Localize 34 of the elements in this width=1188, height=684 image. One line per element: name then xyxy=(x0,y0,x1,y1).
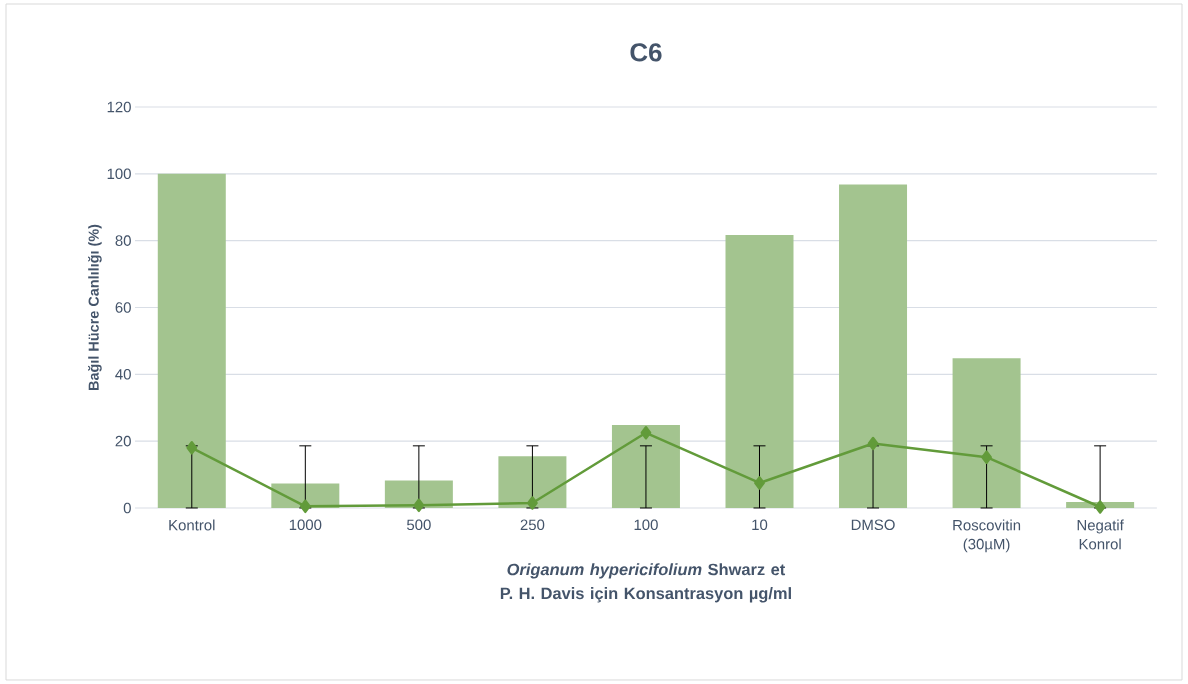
bar xyxy=(952,358,1021,508)
point xyxy=(754,476,765,490)
y-axis-title: Bağıl Hücre Canlılığı (%) xyxy=(88,224,102,390)
x-tick-label: Kontrol xyxy=(169,519,215,531)
y-tick-label: 120 xyxy=(107,101,131,113)
x-tick-label: 100 xyxy=(634,519,658,531)
point xyxy=(299,499,311,514)
x-tick-label: DMSO xyxy=(851,519,895,531)
x-tick-label: 250 xyxy=(520,519,545,531)
bar xyxy=(839,184,908,508)
y-tick-label: 80 xyxy=(115,235,131,246)
x-tick-label: Negatif Konrol xyxy=(1077,519,1124,550)
point xyxy=(640,426,652,440)
y-tick-label: 60 xyxy=(115,302,131,313)
y-tick-label: 100 xyxy=(107,168,131,180)
bar xyxy=(725,234,794,508)
bar xyxy=(157,173,226,508)
chart-title: C6 xyxy=(630,43,662,62)
x-tick-label: 1000 xyxy=(289,519,322,531)
y-tick-label: 20 xyxy=(115,435,131,447)
y-tick-label: 0 xyxy=(123,502,131,514)
point xyxy=(413,498,425,513)
point xyxy=(527,496,538,510)
y-tick-label: 40 xyxy=(115,369,131,380)
x-axis-title: Origanum hypericifolium Shwarz et P. H. Davis için Konsantrasyon µg/ml xyxy=(500,563,791,603)
point xyxy=(867,436,879,451)
bar xyxy=(498,456,567,508)
x-tick-label: Roscovitin (30µM) xyxy=(953,519,1021,553)
x-tick-label: 500 xyxy=(406,519,431,531)
bar xyxy=(611,425,680,508)
x-tick-label: 10 xyxy=(752,519,768,531)
point xyxy=(186,441,198,455)
point xyxy=(1094,500,1106,514)
point xyxy=(981,450,992,464)
